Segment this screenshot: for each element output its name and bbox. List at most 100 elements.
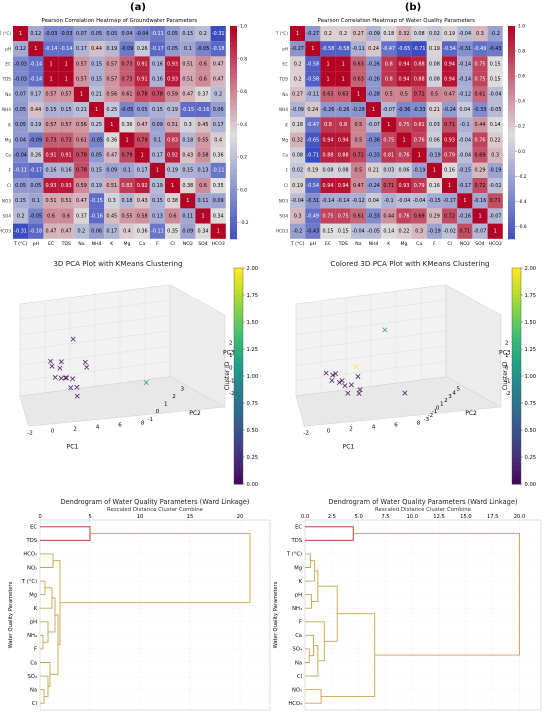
pca-x-tick-label: 0 bbox=[327, 428, 331, 434]
heatmap-cell-value: 0.6 bbox=[199, 183, 207, 189]
heatmap-cell bbox=[381, 132, 397, 148]
pca-colorbar-segment bbox=[234, 350, 243, 355]
heatmap-cell bbox=[180, 208, 196, 224]
heatmap-cell-value: 0.51 bbox=[167, 122, 178, 128]
heatmap-cell bbox=[165, 223, 181, 239]
pca-y-tick-label: 0 bbox=[156, 409, 160, 415]
heatmap-cell-value: 0.15 bbox=[15, 198, 26, 204]
heatmap-cell-value: 1 bbox=[326, 61, 329, 67]
heatmap-cell bbox=[58, 71, 74, 87]
heatmap-cell-value: -0.36 bbox=[367, 137, 380, 143]
heatmap-cell-value: 0.04 bbox=[15, 137, 26, 143]
heatmap-cell bbox=[426, 162, 442, 178]
heatmap-cell bbox=[290, 117, 306, 133]
heatmap-cell bbox=[487, 71, 503, 87]
heatmap-cell-value: 0.5 bbox=[355, 168, 363, 174]
heatmap-cell-value: 0.55 bbox=[122, 213, 133, 219]
heatmap-cell-value: 1 bbox=[342, 77, 345, 83]
heatmap-y-tick-label: EC bbox=[282, 62, 288, 67]
pca-colorbar-segment bbox=[512, 419, 521, 425]
heatmap-cell-value: -0.05 bbox=[90, 137, 103, 143]
heatmap-colorbar-segment bbox=[508, 228, 515, 234]
heatmap-cell-value: 0.44 bbox=[383, 213, 394, 219]
heatmap-cell-value: 1 bbox=[95, 107, 98, 113]
heatmap-cell bbox=[180, 56, 196, 72]
dendro-plot-area bbox=[304, 519, 542, 711]
pca-colorbar-segment bbox=[512, 471, 521, 476]
heatmap-cell-value: 0.93 bbox=[61, 183, 72, 189]
dendro-link bbox=[60, 533, 251, 604]
heatmap-cell bbox=[195, 223, 211, 239]
heatmap-colorbar-tick-label: 0.4 bbox=[240, 122, 247, 128]
heatmap-cell bbox=[180, 26, 196, 42]
heatmap-colorbar-segment bbox=[230, 228, 237, 234]
heatmap-cell bbox=[442, 56, 458, 72]
heatmap-cell bbox=[180, 117, 196, 133]
heatmap-cell-value: 0.73 bbox=[122, 77, 133, 83]
heatmap-cell-value: 0.88 bbox=[338, 153, 349, 159]
heatmap-colorbar-segment bbox=[508, 206, 515, 213]
pca-x-tick-label: 0 bbox=[51, 428, 55, 434]
heatmap-cell bbox=[134, 56, 150, 72]
heatmap-cell-value: 0.13 bbox=[152, 213, 163, 219]
heatmap-cell bbox=[442, 102, 458, 118]
heatmap-colorbar-tick-label: 0.2 bbox=[518, 124, 525, 130]
heatmap-cell-value: 0.06 bbox=[91, 229, 102, 235]
heatmap-cell bbox=[335, 193, 351, 209]
heatmap-y-tick-label: T (°C) bbox=[0, 31, 11, 36]
heatmap-colorbar-segment bbox=[508, 63, 515, 70]
heatmap-cell bbox=[104, 208, 120, 224]
heatmap-colorbar-segment bbox=[508, 95, 515, 101]
heatmap-cell-value: 0.76 bbox=[399, 213, 410, 219]
heatmap-cell-value: 0.16 bbox=[61, 168, 72, 174]
heatmap-cell-value: 0.08 bbox=[414, 31, 425, 37]
heatmap-cell-value: -0.14 bbox=[29, 61, 42, 67]
heatmap-cell-value: 0.32 bbox=[292, 137, 303, 143]
heatmap-cell-value: 0.51 bbox=[46, 198, 57, 204]
heatmap-cell bbox=[290, 86, 306, 102]
heatmap-colorbar-segment bbox=[508, 132, 515, 139]
heatmap-colorbar-tick-label: 0.4 bbox=[518, 99, 525, 105]
pca-y-tick-label: 0 bbox=[436, 405, 440, 411]
heatmap-cell-value: 0.91 bbox=[137, 77, 148, 83]
heatmap-cell bbox=[320, 162, 336, 178]
heatmap-cell bbox=[89, 56, 105, 72]
heatmap-cell bbox=[350, 162, 366, 178]
heatmap-cell bbox=[180, 132, 196, 148]
heatmap-cell bbox=[58, 178, 74, 194]
heatmap-cell bbox=[350, 117, 366, 133]
heatmap-cell-value: 0.57 bbox=[61, 122, 72, 128]
heatmap-cell bbox=[119, 86, 135, 102]
heatmap-cell bbox=[381, 102, 397, 118]
pca-y-tick-label: 3 bbox=[181, 387, 185, 393]
heatmap-cell bbox=[43, 208, 59, 224]
heatmap-cell-value: 0.71 bbox=[444, 122, 455, 128]
heatmap-cell-value: 0.47 bbox=[76, 198, 87, 204]
heatmap-cell-value: -0.31 bbox=[14, 229, 27, 235]
dendro-leaf-label: NH₄ bbox=[292, 606, 302, 612]
heatmap-cell bbox=[58, 86, 74, 102]
heatmap-cell-value: 0.16 bbox=[152, 61, 163, 67]
heatmap-cell-value: -0.27 bbox=[291, 46, 304, 52]
dendro-x-tick-label: 5.0 bbox=[355, 514, 363, 520]
dendro-leaf-label: TDS bbox=[291, 538, 302, 544]
heatmap-x-tick-label: Cl bbox=[170, 241, 174, 247]
heatmap-cell-value: 0.19 bbox=[292, 183, 303, 189]
pca-colorbar-segment bbox=[234, 293, 243, 299]
heatmap-cell bbox=[104, 147, 120, 163]
heatmap-cell bbox=[305, 86, 321, 102]
heatmap-colorbar-segment bbox=[508, 159, 515, 165]
heatmap-cell bbox=[210, 147, 226, 163]
heatmap-cell-value: 1 bbox=[49, 77, 52, 83]
heatmap-cell bbox=[411, 193, 427, 209]
heatmap-colorbar-segment bbox=[508, 52, 515, 59]
heatmap-cell-value: 0.21 bbox=[91, 92, 102, 98]
heatmap-x-tick-label: SO4 bbox=[475, 241, 485, 247]
heatmap-cell bbox=[335, 41, 351, 57]
heatmap-cell-value: -0.02 bbox=[443, 229, 456, 235]
heatmap-cell-value: 0.93 bbox=[444, 137, 455, 143]
heatmap-cell bbox=[350, 147, 366, 163]
heatmap-cell bbox=[472, 102, 488, 118]
heatmap-cell-value: 0.06 bbox=[429, 137, 440, 143]
